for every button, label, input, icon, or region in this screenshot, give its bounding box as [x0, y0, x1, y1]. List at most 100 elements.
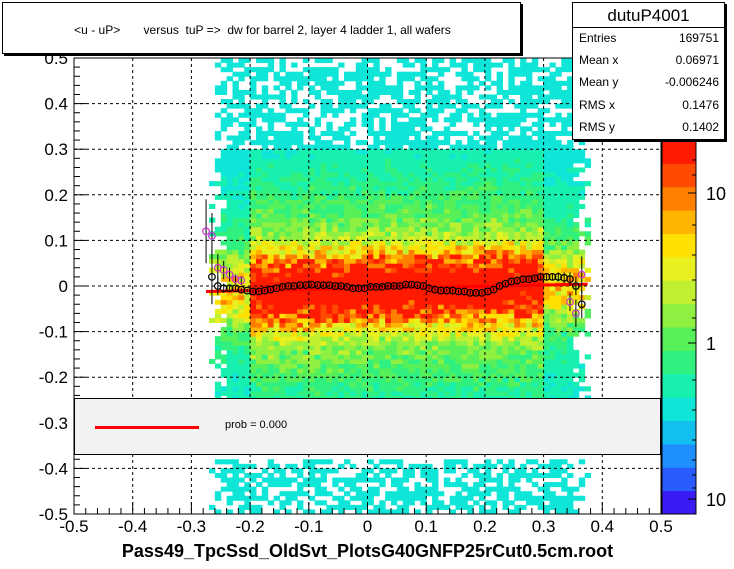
heat-cell: [561, 290, 568, 296]
heat-cell: [502, 89, 509, 95]
heat-cell: [414, 340, 421, 346]
heat-cell: [226, 76, 233, 82]
heat-cell: [308, 395, 316, 401]
heat-cell: [432, 491, 439, 497]
heat-cell: [344, 126, 351, 132]
heat-cell: [320, 477, 327, 483]
heat-cell: [426, 167, 433, 173]
heat-cell: [250, 108, 257, 114]
heat-cell: [473, 317, 480, 323]
heat-cell: [238, 336, 245, 342]
heat-cell: [537, 176, 545, 182]
heat-cell: [408, 276, 415, 282]
heat-cell: [414, 130, 421, 137]
heat-cell: [314, 94, 322, 100]
heat-cell: [508, 354, 515, 360]
heat-cell: [302, 345, 310, 351]
heat-cell: [543, 108, 550, 114]
heat-cell: [426, 395, 433, 401]
heat-cell: [291, 203, 298, 209]
heat-cell: [385, 199, 392, 205]
heat-cell: [214, 509, 222, 515]
heat-cell: [279, 80, 286, 86]
heat-cell: [514, 286, 521, 292]
heat-cell: [549, 304, 556, 310]
heat-cell: [332, 213, 339, 219]
heat-cell: [279, 153, 286, 159]
heat-cell: [572, 226, 580, 232]
heat-cell: [250, 80, 257, 86]
heat-cell: [520, 62, 527, 68]
heat-cell: [467, 181, 474, 187]
heat-cell: [525, 67, 533, 73]
heat-cell: [567, 158, 574, 164]
heat-cell: [461, 162, 468, 168]
heat-cell: [297, 336, 304, 342]
heat-cell: [549, 62, 556, 68]
heat-cell: [555, 94, 562, 100]
heat-cell: [496, 491, 504, 497]
heat-cell: [496, 130, 504, 137]
heat-cell: [344, 213, 351, 219]
heat-cell: [473, 381, 480, 387]
heat-cell: [437, 372, 445, 378]
heat-cell: [291, 240, 298, 246]
heat-cell: [379, 349, 386, 355]
heat-cell: [567, 80, 574, 86]
heat-cell: [496, 176, 504, 182]
heat-cell: [385, 368, 392, 374]
heat-cell: [567, 140, 574, 146]
heat-cell: [437, 130, 445, 137]
heat-cell: [408, 463, 415, 469]
heat-cell: [214, 112, 222, 118]
heat-cell: [484, 358, 492, 365]
heat-cell: [285, 244, 292, 251]
heat-cell: [338, 222, 345, 228]
heat-cell: [473, 468, 480, 474]
heat-cell: [555, 162, 562, 168]
heat-cell: [326, 217, 333, 223]
heat-cell: [332, 304, 339, 310]
heat-cell: [467, 194, 474, 200]
heat-cell: [349, 317, 357, 323]
heat-cell: [390, 354, 398, 360]
heat-cell: [490, 500, 498, 506]
heat-cell: [396, 208, 404, 214]
heat-cell: [332, 254, 339, 260]
heat-cell: [420, 290, 427, 296]
heat-cell: [390, 149, 398, 155]
heat-cell: [420, 363, 427, 369]
heat-cell: [443, 231, 451, 237]
heat-cell: [408, 308, 415, 314]
heat-cell: [302, 386, 310, 392]
heat-cell: [508, 249, 515, 255]
heat-cell: [408, 345, 415, 351]
heat-cell: [308, 194, 316, 200]
heat-cell: [531, 258, 539, 264]
heat-cell: [373, 235, 380, 241]
heat-cell: [443, 327, 451, 333]
profile-point-black: [366, 283, 375, 291]
heat-cell: [220, 299, 228, 305]
heat-cell: [338, 135, 345, 141]
heat-cell: [332, 368, 339, 374]
profile-point-black: [296, 281, 304, 289]
heat-cell: [561, 121, 568, 127]
heat-cell: [285, 295, 292, 301]
heat-cell: [238, 495, 245, 501]
heat-cell: [490, 336, 498, 342]
heat-cell: [549, 340, 556, 346]
heat-cell: [496, 172, 504, 178]
heat-cell: [414, 327, 421, 333]
heat-cell: [543, 286, 550, 292]
heat-cell: [473, 463, 480, 469]
heat-cell: [549, 386, 556, 392]
heat-cell: [490, 222, 498, 228]
heat-cell: [279, 235, 286, 241]
heat-cell: [479, 222, 486, 228]
heat-cell: [314, 149, 322, 155]
heat-cell: [255, 112, 263, 118]
heat-cell: [420, 372, 427, 378]
heat-cell: [250, 185, 257, 191]
heat-cell: [261, 349, 269, 355]
